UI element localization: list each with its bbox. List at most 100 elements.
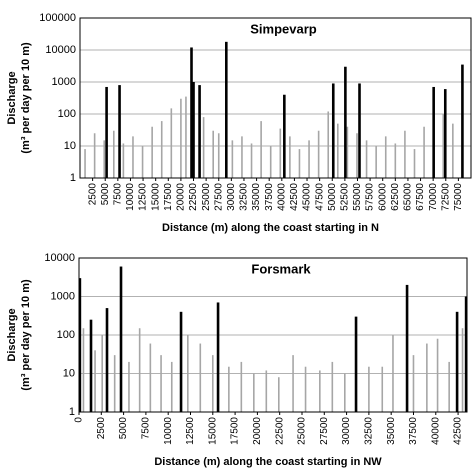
bar — [228, 366, 230, 412]
x-tick-label: 35000 — [251, 183, 262, 211]
bar — [304, 366, 307, 412]
bar — [160, 121, 163, 178]
y-axis-label: (m³ per day per 10 m) — [20, 279, 32, 391]
bar — [358, 83, 361, 178]
x-axis-label: Distance (m) along the coast starting in… — [154, 456, 382, 468]
y-tick-label: 1000 — [51, 290, 75, 302]
bar — [216, 302, 220, 412]
x-tick-label: 45000 — [302, 183, 313, 211]
bar — [392, 335, 394, 412]
bar — [337, 123, 339, 178]
x-tick-label: 2500 — [87, 183, 98, 206]
bar — [461, 64, 464, 178]
x-tick-label: 20000 — [176, 183, 187, 211]
bar — [405, 284, 409, 412]
bar — [170, 108, 173, 178]
x-tick-label: 12500 — [138, 183, 149, 211]
x-tick-label: 25000 — [297, 417, 308, 445]
y-axis-label: (m³ per day per 10 m) — [20, 42, 32, 154]
bar — [404, 130, 406, 178]
x-tick-label: 60000 — [377, 183, 388, 211]
bar — [426, 343, 428, 412]
bar — [319, 370, 321, 412]
y-tick-label: 10 — [64, 140, 76, 152]
bar — [356, 133, 358, 178]
y-tick-label: 1 — [70, 172, 76, 184]
x-tick-label: 2500 — [96, 417, 107, 440]
bar — [432, 86, 435, 178]
x-tick-label: 0 — [74, 417, 85, 423]
y-tick-label: 10000 — [44, 252, 75, 264]
bar — [455, 311, 459, 412]
x-tick-label: 22500 — [188, 183, 199, 211]
x-tick-label: 17500 — [230, 417, 241, 445]
x-tick-label: 5000 — [118, 417, 129, 440]
x-tick-label: 55000 — [352, 183, 363, 211]
bar — [231, 140, 234, 178]
bar — [464, 296, 468, 412]
bar — [292, 355, 294, 412]
x-tick-label: 62500 — [390, 183, 401, 211]
bar — [198, 85, 201, 178]
x-tick-label: 27500 — [319, 417, 330, 445]
bar — [179, 311, 183, 412]
x-tick-label: 27500 — [213, 183, 224, 211]
x-tick-label: 42500 — [289, 183, 300, 211]
bar — [331, 83, 335, 178]
x-tick-label: 42500 — [453, 417, 464, 445]
bar — [160, 355, 162, 412]
y-tick-label: 1 — [69, 406, 75, 418]
y-tick-label: 1000 — [52, 76, 76, 88]
bar — [113, 130, 115, 178]
bar — [192, 82, 195, 178]
bar — [217, 133, 220, 178]
x-tick-label: 10000 — [163, 417, 174, 445]
y-tick-label: 100000 — [39, 12, 76, 24]
bar — [448, 361, 450, 412]
bar — [344, 373, 346, 412]
bar — [105, 308, 109, 412]
bar — [241, 136, 243, 178]
bar — [368, 366, 370, 412]
x-tick-label: 37500 — [264, 183, 275, 211]
bar — [442, 114, 445, 178]
bar — [94, 350, 96, 412]
bar — [253, 373, 255, 412]
bar — [308, 140, 310, 178]
x-tick-label: 25000 — [201, 183, 212, 211]
x-tick-label: 40000 — [430, 417, 441, 445]
x-tick-label: 50000 — [327, 183, 338, 211]
y-axis-label: Discharge — [6, 71, 18, 124]
bar — [283, 94, 286, 178]
bar — [132, 136, 134, 178]
bar — [344, 66, 347, 178]
bar — [103, 140, 106, 178]
bar — [365, 140, 368, 178]
x-tick-label: 7500 — [112, 183, 123, 206]
bar — [225, 41, 228, 178]
x-tick-label: 40000 — [276, 183, 287, 211]
bar — [212, 130, 214, 178]
bar — [118, 85, 121, 178]
x-tick-label: 57500 — [365, 183, 376, 211]
bar — [202, 117, 205, 178]
bar — [187, 335, 189, 412]
bar — [128, 361, 130, 412]
bar — [180, 98, 182, 178]
bar — [375, 146, 377, 178]
bar — [277, 377, 280, 412]
x-tick-label: 65000 — [403, 183, 414, 211]
bar — [381, 366, 384, 412]
bar — [331, 361, 334, 412]
x-tick-label: 35000 — [386, 417, 397, 445]
bar — [394, 143, 397, 178]
bar — [138, 328, 141, 412]
bar — [443, 89, 447, 178]
bar — [265, 370, 268, 412]
bar — [101, 335, 103, 412]
bar — [298, 149, 301, 178]
chart-title: Forsmark — [251, 261, 311, 276]
x-tick-label: 37500 — [408, 417, 419, 445]
x-axis-label: Distance (m) along the coast starting in… — [162, 222, 379, 234]
bar — [84, 149, 86, 178]
